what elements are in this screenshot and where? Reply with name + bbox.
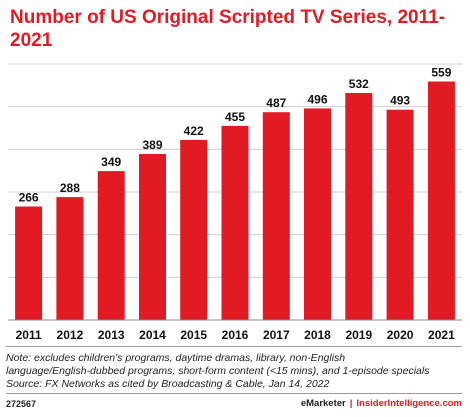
value-labels: 266 288 349 389 422 455 487 496 532 493 559 <box>19 66 452 205</box>
value-label-2017: 487 <box>266 96 286 110</box>
bar-2012 <box>56 197 84 320</box>
bar-2011 <box>15 206 43 320</box>
bar-2015 <box>180 139 208 320</box>
x-tick-2015: 2015 <box>180 328 207 342</box>
x-tick-2012: 2012 <box>57 328 84 342</box>
brand-site: InsiderIntelligence.com <box>356 398 462 409</box>
x-tick-2019: 2019 <box>345 328 372 342</box>
brand-separator: | <box>349 398 353 409</box>
x-tick-2014: 2014 <box>139 328 166 342</box>
source-line: Source: FX Networks as cited by Broadcas… <box>6 378 330 390</box>
divider-top <box>6 346 462 347</box>
value-label-2020: 493 <box>390 94 410 108</box>
value-label-2015: 422 <box>184 124 204 138</box>
divider-bottom <box>6 393 462 394</box>
value-label-2014: 389 <box>142 138 162 152</box>
bars <box>15 81 455 321</box>
x-tick-2013: 2013 <box>98 328 125 342</box>
x-tick-2020: 2020 <box>387 328 414 342</box>
bar-2014 <box>139 154 166 320</box>
bar-2018 <box>304 108 331 321</box>
value-label-2016: 455 <box>225 110 245 124</box>
bar-2020 <box>386 109 414 320</box>
chart-notes: Note: excludes children's programs, dayt… <box>6 352 466 391</box>
value-label-2012: 288 <box>60 181 80 195</box>
x-tick-2021: 2021 <box>428 328 455 342</box>
chart-title: Number of US Original Scripted TV Series… <box>10 7 446 51</box>
bar-2021 <box>427 81 455 320</box>
brand-name: eMarketer <box>300 398 346 409</box>
x-tick-2016: 2016 <box>222 328 249 342</box>
x-tick-2017: 2017 <box>263 328 290 342</box>
value-label-2013: 349 <box>101 155 121 169</box>
value-label-2011: 266 <box>19 191 39 205</box>
x-tick-2018: 2018 <box>304 328 331 342</box>
value-label-2018: 496 <box>307 92 327 106</box>
note-line: Note: excludes children's programs, dayt… <box>6 352 346 364</box>
bar-2017 <box>262 112 290 320</box>
footer-brand: eMarketer | InsiderIntelligence.com <box>301 398 462 409</box>
bar-2016 <box>221 125 249 321</box>
value-label-2021: 559 <box>431 66 451 80</box>
bar-2013 <box>97 171 125 320</box>
chart-id: 272567 <box>6 399 37 409</box>
bar-2019 <box>345 93 373 320</box>
value-label-2019: 532 <box>349 77 369 91</box>
note-line: language/English-dubbed programs, short-… <box>6 365 430 377</box>
x-tick-labels: 2011 2012 2013 2014 2015 2016 2017 2018 2019 2020… <box>16 328 455 342</box>
x-tick-2011: 2011 <box>16 328 42 342</box>
